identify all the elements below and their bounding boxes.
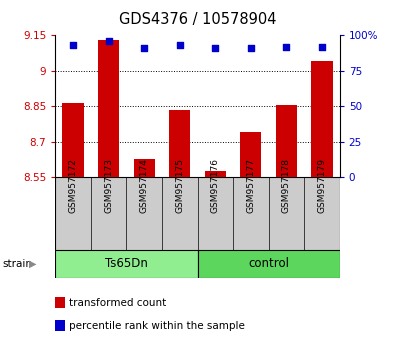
Text: Ts65Dn: Ts65Dn (105, 257, 148, 270)
Text: GSM957174: GSM957174 (140, 158, 149, 213)
Point (212, 45, 218, 51)
Bar (169, 110, 190, 177)
Text: GSM957178: GSM957178 (282, 158, 291, 213)
Text: percentile rank within the sample: percentile rank within the sample (69, 321, 245, 331)
Bar (240, 132, 261, 177)
Point (177, 42, 183, 48)
Bar (198, 250, 340, 278)
Point (141, 45, 147, 51)
Point (283, 44, 290, 50)
Bar (205, 171, 226, 177)
Bar (311, 61, 333, 177)
Text: ▶: ▶ (29, 259, 36, 269)
Bar (276, 105, 297, 177)
Bar (98, 40, 119, 177)
Text: GSM957179: GSM957179 (318, 158, 326, 213)
Point (105, 38, 112, 44)
Point (70, 42, 76, 48)
Text: control: control (248, 257, 289, 270)
Point (319, 44, 325, 50)
Text: GSM957175: GSM957175 (175, 158, 184, 213)
Text: GSM957176: GSM957176 (211, 158, 220, 213)
Text: GSM957177: GSM957177 (246, 158, 255, 213)
Bar (134, 159, 155, 177)
Text: transformed count: transformed count (69, 298, 166, 308)
Text: strain: strain (2, 259, 32, 269)
Text: GSM957172: GSM957172 (69, 158, 77, 213)
Bar (55, 250, 198, 278)
Point (248, 45, 254, 51)
Bar (62, 103, 84, 177)
Text: GSM957173: GSM957173 (104, 158, 113, 213)
Text: GDS4376 / 10578904: GDS4376 / 10578904 (119, 12, 276, 27)
